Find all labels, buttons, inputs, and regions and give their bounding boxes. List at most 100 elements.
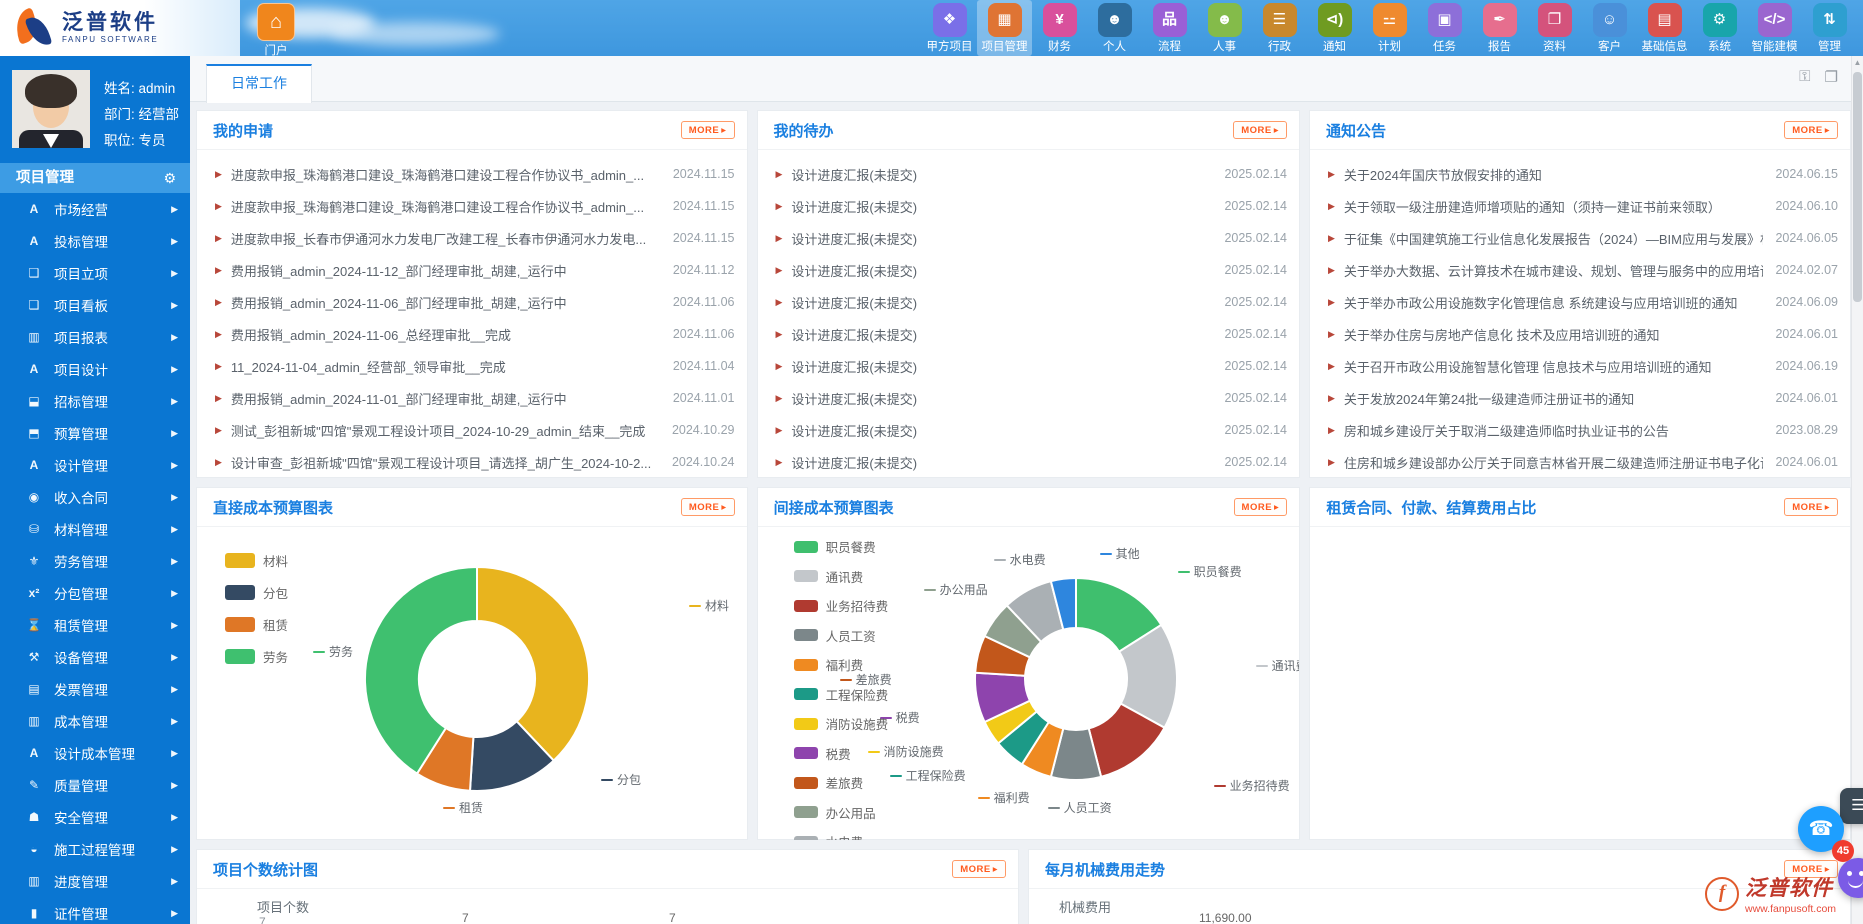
sidebar-menu-item[interactable]: ✎ 质量管理 ▶ xyxy=(0,769,190,801)
legend-item[interactable]: 通讯费 xyxy=(794,567,889,586)
sidebar-menu-item[interactable]: A 投标管理 ▶ xyxy=(0,225,190,257)
request-item[interactable]: ▶ 11_2024-11-04_admin_经营部_领导审批__完成 2024.… xyxy=(215,350,735,382)
top-nav-item[interactable]: ❖ 甲方项目 xyxy=(922,0,977,56)
more-button[interactable]: MORE xyxy=(681,121,735,139)
key-icon[interactable]: ⚿ xyxy=(1799,68,1810,86)
notice-item[interactable]: ▶ 关于举办市政公用设施数字化管理信息 系统建设与应用培训班的通知 2024.0… xyxy=(1328,286,1838,318)
todo-item[interactable]: ▶ 设计进度汇报(未提交) 2025.02.14 xyxy=(776,254,1288,286)
more-button[interactable]: MORE xyxy=(681,498,735,516)
donut-slice-材料[interactable] xyxy=(477,567,589,761)
gear-icon[interactable]: ⚙ xyxy=(163,163,176,193)
sidebar-menu-item[interactable]: ⬓ 招标管理 ▶ xyxy=(0,385,190,417)
nav-item-portal[interactable]: ⌂ 门户 xyxy=(248,3,304,58)
sidebar-section-header[interactable]: 项目管理 ⚙ xyxy=(0,163,190,193)
legend-item[interactable]: 工程保险费 xyxy=(794,685,889,704)
request-item[interactable]: ▶ 测试_彭祖新城"四馆"景观工程设计项目_2024-10-29_admin_结… xyxy=(215,414,735,446)
notice-item[interactable]: ▶ 关于2024年国庆节放假安排的通知 2024.06.15 xyxy=(1328,158,1838,190)
sidebar-menu-item[interactable]: A 设计管理 ▶ xyxy=(0,449,190,481)
todo-item[interactable]: ▶ 设计进度汇报(未提交) 2025.02.14 xyxy=(776,190,1288,222)
sidebar-menu-item[interactable]: ⚜ 劳务管理 ▶ xyxy=(0,545,190,577)
notice-item[interactable]: ▶ 关于召开市政公用设施智慧化管理 信息技术与应用培训班的通知 2024.06.… xyxy=(1328,350,1838,382)
sidebar-menu-item[interactable]: ◒ 施工过程管理 ▶ xyxy=(0,833,190,865)
sidebar-menu-item[interactable]: ▥ 成本管理 ▶ xyxy=(0,705,190,737)
notice-item[interactable]: ▶ 关于领取一级注册建造师增项贴的通知（须持一建证书前来领取） 2024.06.… xyxy=(1328,190,1838,222)
top-nav-item[interactable]: ✒ 报告 xyxy=(1472,0,1527,56)
top-nav-item[interactable]: ▤ 基础信息 xyxy=(1637,0,1692,56)
notice-item[interactable]: ▶ 关于举办住房与房地产信息化 技术及应用培训班的通知 2024.06.01 xyxy=(1328,318,1838,350)
todo-item[interactable]: ▶ 设计进度汇报(未提交) 2025.02.14 xyxy=(776,350,1288,382)
chat-dock-icon[interactable]: ☰ xyxy=(1840,788,1863,824)
todo-item[interactable]: ▶ 设计进度汇报(未提交) 2025.02.14 xyxy=(776,158,1288,190)
sidebar-menu-item[interactable]: ⛁ 材料管理 ▶ xyxy=(0,513,190,545)
notice-item[interactable]: ▶ 关于发放2024年第24批一级建造师注册证书的通知 2024.06.01 xyxy=(1328,382,1838,414)
funnel-stage[interactable]: 租赁付款29.04% xyxy=(1366,648,1796,742)
more-button[interactable]: MORE xyxy=(1784,498,1838,516)
request-item[interactable]: ▶ 设计审查_彭祖新城"四馆"景观工程设计项目_请选择_胡广生_2024-10-… xyxy=(215,446,735,478)
top-nav-item[interactable]: ☻ 个人 xyxy=(1087,0,1142,56)
more-button[interactable]: MORE xyxy=(1233,121,1287,139)
sidebar-menu-item[interactable]: ▮ 证件管理 ▶ xyxy=(0,897,190,924)
todo-item[interactable]: ▶ 设计进度汇报(未提交) 2025.02.14 xyxy=(776,382,1288,414)
legend-item[interactable]: 人员工资 xyxy=(794,626,889,645)
request-item[interactable]: ▶ 费用报销_admin_2024-11-06_部门经理审批_胡建,_运行中 2… xyxy=(215,286,735,318)
top-nav-item[interactable]: 品 流程 xyxy=(1142,0,1197,56)
legend-item[interactable]: 税费 xyxy=(794,744,889,763)
notification-badge[interactable]: 45 xyxy=(1832,840,1854,862)
top-nav-item[interactable]: </> 智能建模 xyxy=(1747,0,1802,56)
more-button[interactable]: MORE xyxy=(1784,121,1838,139)
sidebar-menu-item[interactable]: ❑ 项目立项 ▶ xyxy=(0,257,190,289)
sidebar-menu-item[interactable]: ☗ 安全管理 ▶ xyxy=(0,801,190,833)
top-nav-item[interactable]: ❐ 资料 xyxy=(1527,0,1582,56)
notice-item[interactable]: ▶ 关于举办大数据、云计算技术在城市建设、规划、管理与服务中的应用培训班... … xyxy=(1328,254,1838,286)
request-item[interactable]: ▶ 进度款申报_珠海鹤港口建设_珠海鹤港口建设工程合作协议书_admin_...… xyxy=(215,190,735,222)
sidebar-menu-item[interactable]: ⚒ 设备管理 ▶ xyxy=(0,641,190,673)
more-button[interactable]: MORE xyxy=(952,860,1006,878)
tab-daily-work[interactable]: 日常工作 xyxy=(206,64,312,103)
panel-toggle-icon[interactable]: ❐ xyxy=(1825,68,1838,86)
todo-item[interactable]: ▶ 设计进度汇报(未提交) 2025.02.14 xyxy=(776,446,1288,478)
sidebar-menu-item[interactable]: x² 分包管理 ▶ xyxy=(0,577,190,609)
request-item[interactable]: ▶ 费用报销_admin_2024-11-01_部门经理审批_胡建,_运行中 2… xyxy=(215,382,735,414)
top-nav-item[interactable]: ⚍ 计划 xyxy=(1362,0,1417,56)
top-nav-item[interactable]: ¥ 财务 xyxy=(1032,0,1087,56)
scroll-up-arrow[interactable]: ▲ xyxy=(1853,58,1862,67)
funnel-stage[interactable]: 租赁合同44.36% xyxy=(1366,553,1796,647)
legend-item[interactable]: 差旅费 xyxy=(794,773,889,792)
sidebar-menu-item[interactable]: A 市场经营 ▶ xyxy=(0,193,190,225)
todo-item[interactable]: ▶ 设计进度汇报(未提交) 2025.02.14 xyxy=(776,318,1288,350)
sidebar-menu-item[interactable]: ⬒ 预算管理 ▶ xyxy=(0,417,190,449)
sidebar-menu-item[interactable]: A 项目设计 ▶ xyxy=(0,353,190,385)
request-item[interactable]: ▶ 进度款申报_长春市伊通河水力发电厂改建工程_长春市伊通河水力发电... 20… xyxy=(215,222,735,254)
top-nav-item[interactable]: ☻ 人事 xyxy=(1197,0,1252,56)
sidebar-menu-item[interactable]: ◉ 收入合同 ▶ xyxy=(0,481,190,513)
funnel-stage[interactable]: 租赁结算26.6% xyxy=(1366,743,1796,837)
legend-item[interactable]: 业务招待费 xyxy=(794,596,889,615)
sidebar-menu-item[interactable]: ▤ 发票管理 ▶ xyxy=(0,673,190,705)
top-nav-item[interactable]: ⇅ 管理 xyxy=(1802,0,1857,56)
todo-item[interactable]: ▶ 设计进度汇报(未提交) 2025.02.14 xyxy=(776,414,1288,446)
legend-item[interactable]: 租赁 xyxy=(225,615,288,634)
top-nav-item[interactable]: ⚙ 系统 xyxy=(1692,0,1747,56)
notice-item[interactable]: ▶ 房和城乡建设厅关于取消二级建造师临时执业证书的公告 2023.08.29 xyxy=(1328,414,1838,446)
legend-item[interactable]: 材料 xyxy=(225,551,288,570)
top-nav-item[interactable]: ☺ 客户 xyxy=(1582,0,1637,56)
notice-item[interactable]: ▶ 于征集《中国建筑施工行业信息化发展报告（2024）—BIM应用与发展》材料.… xyxy=(1328,222,1838,254)
sidebar-menu-item[interactable]: ▥ 进度管理 ▶ xyxy=(0,865,190,897)
top-nav-item[interactable]: ▦ 项目管理 xyxy=(977,0,1032,56)
todo-item[interactable]: ▶ 设计进度汇报(未提交) 2025.02.14 xyxy=(776,222,1288,254)
sidebar-menu-item[interactable]: ❑ 项目看板 ▶ xyxy=(0,289,190,321)
legend-item[interactable]: 劳务 xyxy=(225,647,288,666)
legend-item[interactable]: 分包 xyxy=(225,583,288,602)
sidebar-menu-item[interactable]: ⌛ 租赁管理 ▶ xyxy=(0,609,190,641)
scrollbar-thumb[interactable] xyxy=(1853,72,1862,302)
legend-item[interactable]: 水电费 xyxy=(794,832,889,840)
more-button[interactable]: MORE xyxy=(1234,498,1288,516)
top-nav-item[interactable]: ▣ 任务 xyxy=(1417,0,1472,56)
request-item[interactable]: ▶ 进度款申报_珠海鹤港口建设_珠海鹤港口建设工程合作协议书_admin_...… xyxy=(215,158,735,190)
legend-item[interactable]: 办公用品 xyxy=(794,803,889,822)
request-item[interactable]: ▶ 费用报销_admin_2024-11-12_部门经理审批_胡建,_运行中 2… xyxy=(215,254,735,286)
legend-item[interactable]: 职员餐费 xyxy=(794,537,889,556)
todo-item[interactable]: ▶ 设计进度汇报(未提交) 2025.02.14 xyxy=(776,286,1288,318)
request-item[interactable]: ▶ 费用报销_admin_2024-11-06_总经理审批__完成 2024.1… xyxy=(215,318,735,350)
top-nav-item[interactable]: ⊲) 通知 xyxy=(1307,0,1362,56)
